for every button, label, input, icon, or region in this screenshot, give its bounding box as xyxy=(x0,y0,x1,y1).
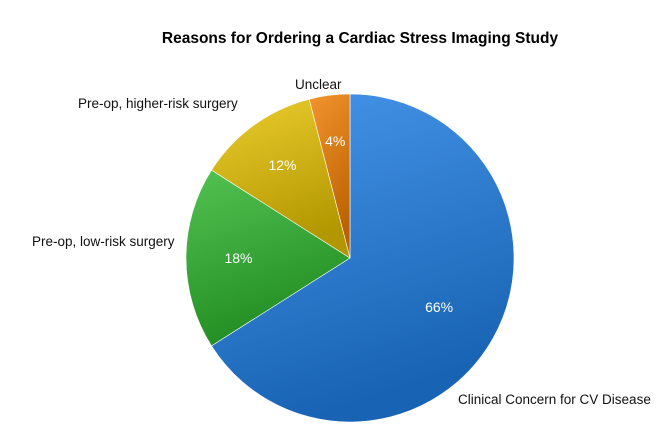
percentage-labels: 66% 18% 12% 4% xyxy=(224,133,453,315)
pie-slice-pre-op-higher-risk xyxy=(211,98,351,259)
slice-label-clinical-concern: Clinical Concern for CV Disease xyxy=(458,392,651,407)
pct-label-pre-op-low-risk: 18% xyxy=(224,250,252,266)
pie-slices xyxy=(185,93,515,423)
pct-label-pre-op-higher-risk: 12% xyxy=(268,157,296,173)
slice-label-pre-op-higher-risk: Pre-op, higher-risk surgery xyxy=(78,96,238,111)
pie-slice-clinical-concern xyxy=(211,93,515,423)
slice-label-pre-op-low-risk: Pre-op, low-risk surgery xyxy=(32,234,175,249)
slice-labels: Clinical Concern for CV Disease Pre-op, l… xyxy=(32,77,651,407)
pie-slice-unclear xyxy=(308,93,351,259)
pct-label-unclear: 4% xyxy=(325,133,345,149)
pct-label-clinical-concern: 66% xyxy=(425,299,453,315)
chart-title: Reasons for Ordering a Cardiac Stress Im… xyxy=(162,30,559,47)
slice-label-unclear: Unclear xyxy=(295,77,342,92)
pie-slice-pre-op-low-risk xyxy=(185,169,351,347)
